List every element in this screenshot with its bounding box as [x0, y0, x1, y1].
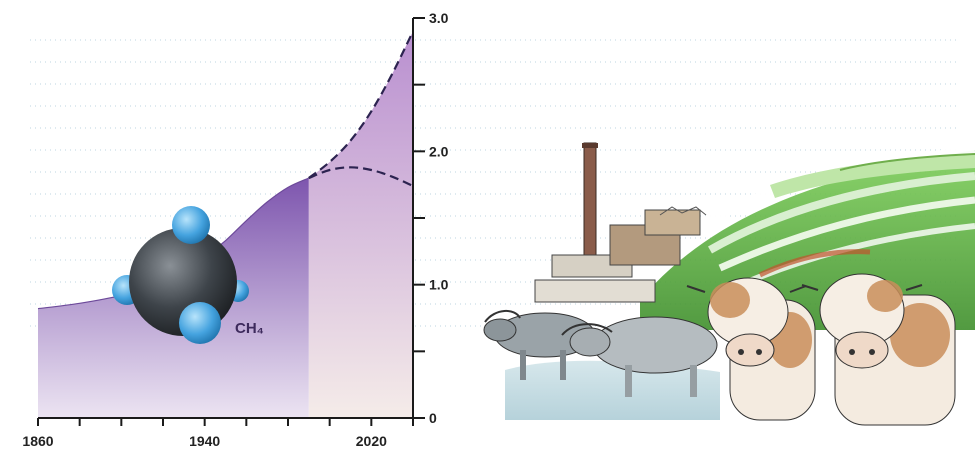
- y-tick-label: 0: [429, 410, 437, 426]
- y-tick-label: 1.0: [429, 277, 449, 293]
- cow-left: [686, 277, 816, 421]
- water-pond: [505, 360, 720, 420]
- series-line-low-projection: [308, 166, 414, 188]
- water-buffalo-2: [561, 316, 718, 397]
- y-tick-label: 3.0: [429, 10, 449, 26]
- area-future: [308, 31, 413, 418]
- x-tick-label: 2020: [356, 433, 387, 449]
- x-tick-label: 1860: [22, 433, 53, 449]
- methane-molecule-icon: CH₄: [112, 206, 264, 344]
- x-tick-label: 1940: [189, 433, 220, 449]
- factory-smokestack: [534, 142, 707, 303]
- agriculture-illustration: [483, 142, 976, 426]
- y-axis-ticks: 0 1.0 2.0 3.0: [413, 10, 449, 426]
- hydrogen-atom-top: [172, 206, 210, 244]
- series-line-high-projection: [308, 30, 414, 179]
- x-axis-ticks: 1860 1940 2020: [22, 418, 414, 449]
- molecule-label: CH₄: [235, 320, 264, 337]
- water-buffalo: [483, 310, 596, 380]
- hydrogen-atom-bottom: [179, 302, 221, 344]
- y-tick-label: 2.0: [429, 143, 449, 159]
- cow-right: [801, 273, 956, 426]
